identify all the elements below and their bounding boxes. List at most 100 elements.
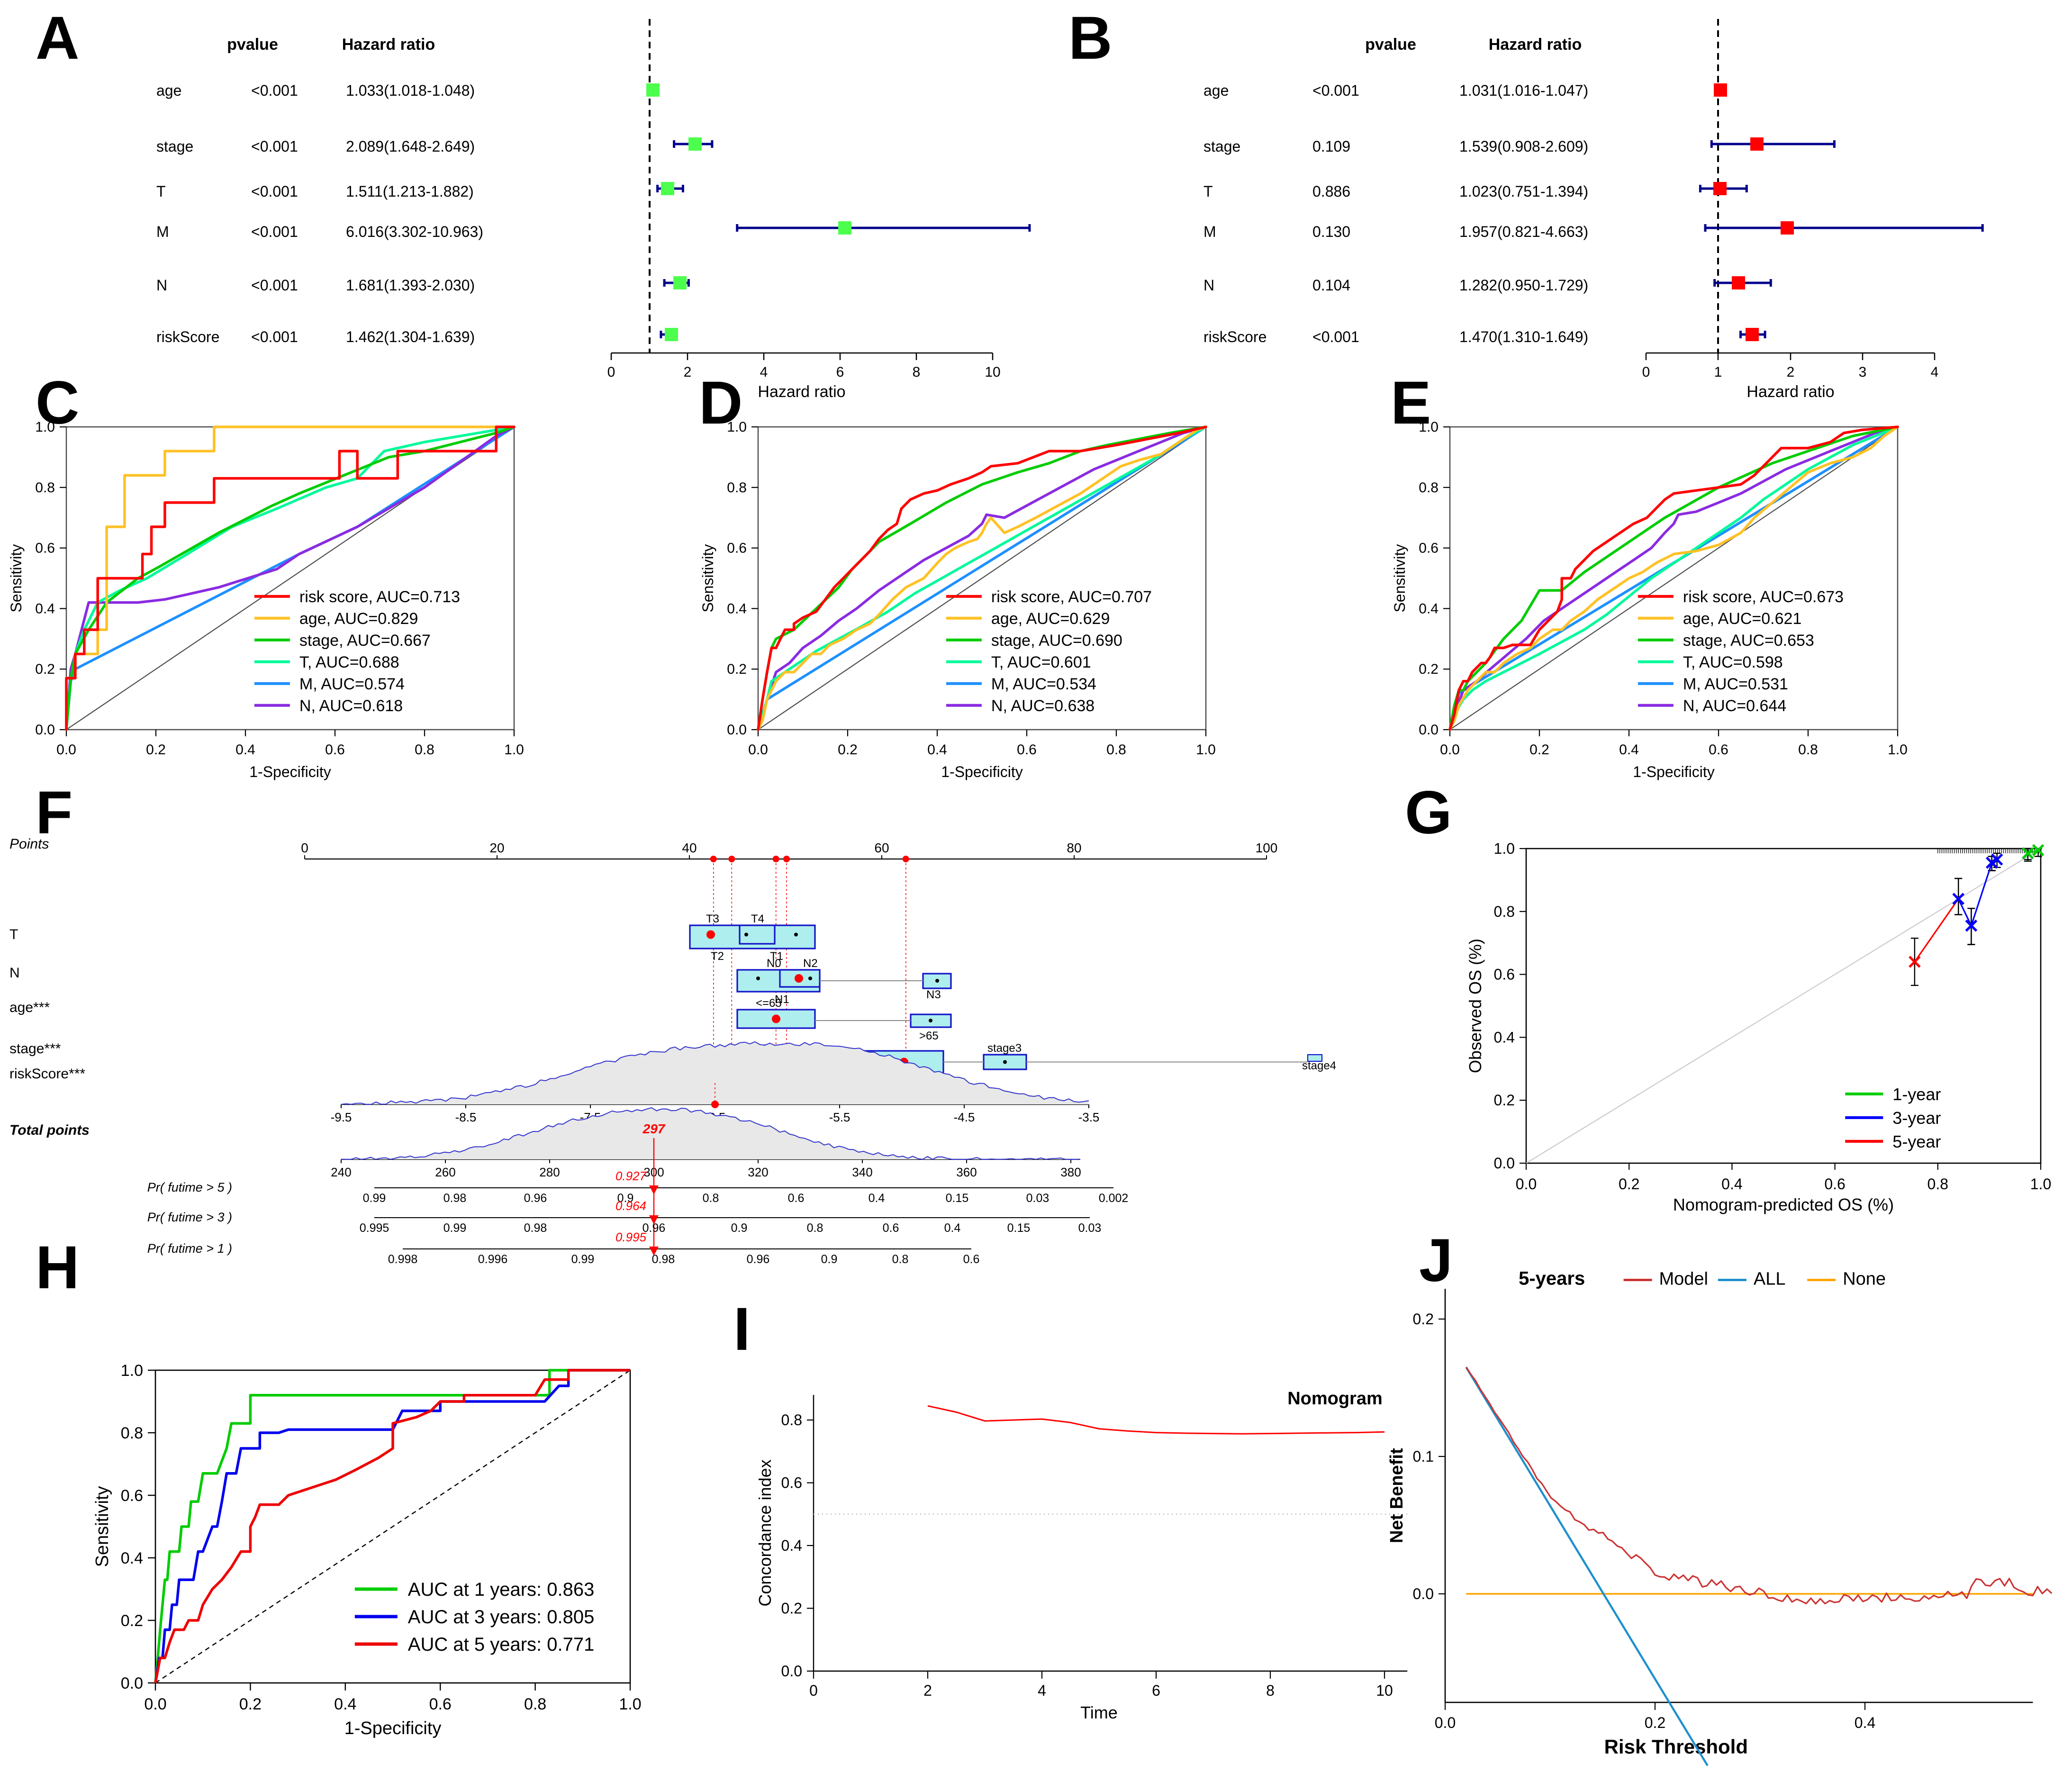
svg-text:5-years: 5-years bbox=[1519, 1268, 1585, 1289]
svg-text:0.927: 0.927 bbox=[615, 1169, 647, 1183]
svg-text:0.98: 0.98 bbox=[443, 1192, 467, 1205]
svg-text:0.8: 0.8 bbox=[892, 1253, 909, 1266]
svg-text:0.6: 0.6 bbox=[1419, 541, 1439, 556]
svg-text:0.96: 0.96 bbox=[524, 1192, 547, 1205]
svg-text:0.0: 0.0 bbox=[727, 722, 747, 738]
svg-text:pvalue: pvalue bbox=[1365, 36, 1416, 54]
svg-text:10: 10 bbox=[985, 364, 1000, 380]
svg-text:Sensitivity: Sensitivity bbox=[8, 544, 25, 612]
svg-text:>65: >65 bbox=[919, 1030, 939, 1042]
svg-text:0.0: 0.0 bbox=[35, 722, 55, 738]
svg-text:Points: Points bbox=[9, 836, 49, 852]
svg-text:0.2: 0.2 bbox=[781, 1600, 802, 1617]
svg-text:Concordance index: Concordance index bbox=[755, 1459, 775, 1606]
svg-text:0.8: 0.8 bbox=[703, 1192, 719, 1205]
svg-text:0.6: 0.6 bbox=[1709, 742, 1728, 758]
svg-text:60: 60 bbox=[874, 841, 889, 855]
svg-text:<0.001: <0.001 bbox=[251, 223, 298, 240]
svg-text:0.99: 0.99 bbox=[571, 1253, 595, 1266]
svg-text:0.2: 0.2 bbox=[1419, 661, 1439, 677]
svg-text:Hazard ratio: Hazard ratio bbox=[1489, 36, 1582, 54]
svg-text:6.016(3.302-10.963): 6.016(3.302-10.963) bbox=[346, 223, 483, 240]
svg-text:T: T bbox=[9, 927, 18, 942]
svg-text:0.0: 0.0 bbox=[1440, 742, 1460, 758]
svg-text:0.104: 0.104 bbox=[1312, 277, 1350, 294]
svg-text:1.0: 1.0 bbox=[727, 419, 747, 435]
svg-text:Model: Model bbox=[1659, 1269, 1709, 1289]
svg-text:1.0: 1.0 bbox=[1888, 742, 1908, 758]
svg-text:0.4: 0.4 bbox=[1419, 601, 1439, 616]
svg-text:M, AUC=0.531: M, AUC=0.531 bbox=[1683, 675, 1788, 693]
svg-text:0.0: 0.0 bbox=[1516, 1175, 1537, 1193]
svg-text:risk score, AUC=0.713: risk score, AUC=0.713 bbox=[299, 588, 460, 606]
svg-text:0.4: 0.4 bbox=[1619, 742, 1639, 758]
svg-text:0.0: 0.0 bbox=[144, 1695, 166, 1713]
svg-text:0.9: 0.9 bbox=[821, 1253, 838, 1266]
svg-text:1.539(0.908-2.609): 1.539(0.908-2.609) bbox=[1459, 138, 1588, 155]
svg-text:0: 0 bbox=[809, 1682, 818, 1699]
svg-text:0.9: 0.9 bbox=[731, 1221, 748, 1235]
svg-text:1.470(1.310-1.649): 1.470(1.310-1.649) bbox=[1459, 328, 1588, 345]
svg-text:0.130: 0.130 bbox=[1312, 223, 1350, 240]
svg-text:0.8: 0.8 bbox=[781, 1411, 802, 1428]
svg-text:M, AUC=0.574: M, AUC=0.574 bbox=[299, 675, 405, 693]
svg-text:age, AUC=0.629: age, AUC=0.629 bbox=[991, 610, 1110, 628]
svg-text:-9.5: -9.5 bbox=[331, 1110, 352, 1124]
svg-text:1-year: 1-year bbox=[1892, 1085, 1941, 1104]
svg-text:M, AUC=0.534: M, AUC=0.534 bbox=[991, 675, 1096, 693]
svg-text:N: N bbox=[9, 965, 20, 981]
svg-text:0.6: 0.6 bbox=[883, 1221, 899, 1235]
svg-text:2: 2 bbox=[684, 364, 692, 380]
svg-text:1.0: 1.0 bbox=[1419, 419, 1439, 435]
svg-text:T4: T4 bbox=[751, 913, 764, 925]
svg-text:T: T bbox=[156, 183, 166, 200]
svg-text:1.0: 1.0 bbox=[2030, 1175, 2051, 1193]
svg-text:0.8: 0.8 bbox=[415, 742, 434, 758]
svg-text:risk score, AUC=0.673: risk score, AUC=0.673 bbox=[1683, 588, 1844, 606]
svg-text:0.4: 0.4 bbox=[35, 601, 55, 616]
svg-text:1.0: 1.0 bbox=[619, 1695, 641, 1713]
svg-text:0.998: 0.998 bbox=[388, 1253, 418, 1266]
svg-text:0.15: 0.15 bbox=[946, 1192, 969, 1205]
svg-text:4: 4 bbox=[1038, 1682, 1046, 1699]
svg-text:0.995: 0.995 bbox=[615, 1230, 647, 1244]
svg-text:Total points: Total points bbox=[9, 1122, 90, 1138]
svg-text:0.6: 0.6 bbox=[429, 1695, 452, 1713]
svg-text:6: 6 bbox=[1152, 1682, 1160, 1699]
svg-text:-3.5: -3.5 bbox=[1078, 1110, 1100, 1124]
svg-text:None: None bbox=[1843, 1269, 1886, 1289]
svg-text:0.0: 0.0 bbox=[781, 1663, 802, 1680]
svg-text:T3: T3 bbox=[706, 913, 719, 925]
svg-text:0.2: 0.2 bbox=[1413, 1311, 1434, 1328]
svg-text:100: 100 bbox=[1256, 841, 1278, 855]
svg-text:0.6: 0.6 bbox=[781, 1474, 802, 1492]
svg-text:1.0: 1.0 bbox=[504, 742, 524, 758]
svg-text:age: age bbox=[1203, 82, 1229, 99]
svg-text:<0.001: <0.001 bbox=[1312, 82, 1359, 99]
svg-text:Time: Time bbox=[1080, 1703, 1118, 1722]
svg-text:0.2: 0.2 bbox=[838, 742, 858, 758]
svg-text:Pr( futime > 5 ): Pr( futime > 5 ) bbox=[147, 1180, 232, 1194]
svg-text:<0.001: <0.001 bbox=[251, 138, 298, 155]
svg-text:3-year: 3-year bbox=[1892, 1108, 1941, 1128]
svg-text:N, AUC=0.618: N, AUC=0.618 bbox=[299, 697, 403, 715]
svg-text:0.03: 0.03 bbox=[1026, 1192, 1050, 1205]
svg-text:0.002: 0.002 bbox=[1099, 1192, 1129, 1205]
svg-text:Sensitivity: Sensitivity bbox=[92, 1486, 112, 1567]
svg-text:stage: stage bbox=[156, 138, 193, 155]
svg-text:0.8: 0.8 bbox=[727, 480, 747, 496]
svg-text:N3: N3 bbox=[926, 988, 941, 1001]
svg-text:0.6: 0.6 bbox=[325, 742, 345, 758]
svg-text:280: 280 bbox=[539, 1165, 560, 1179]
svg-text:40: 40 bbox=[682, 841, 697, 855]
svg-text:0.109: 0.109 bbox=[1312, 138, 1350, 155]
svg-text:Pr( futime > 1 ): Pr( futime > 1 ) bbox=[147, 1241, 232, 1256]
svg-text:0.96: 0.96 bbox=[747, 1253, 770, 1266]
svg-text:Hazard ratio: Hazard ratio bbox=[342, 36, 435, 54]
svg-text:1.033(1.018-1.048): 1.033(1.018-1.048) bbox=[346, 82, 475, 99]
svg-text:0.2: 0.2 bbox=[239, 1695, 262, 1713]
svg-text:4: 4 bbox=[1931, 364, 1939, 380]
svg-text:3: 3 bbox=[1859, 364, 1867, 380]
svg-text:0.03: 0.03 bbox=[1078, 1221, 1102, 1235]
svg-text:0.0: 0.0 bbox=[748, 742, 768, 758]
